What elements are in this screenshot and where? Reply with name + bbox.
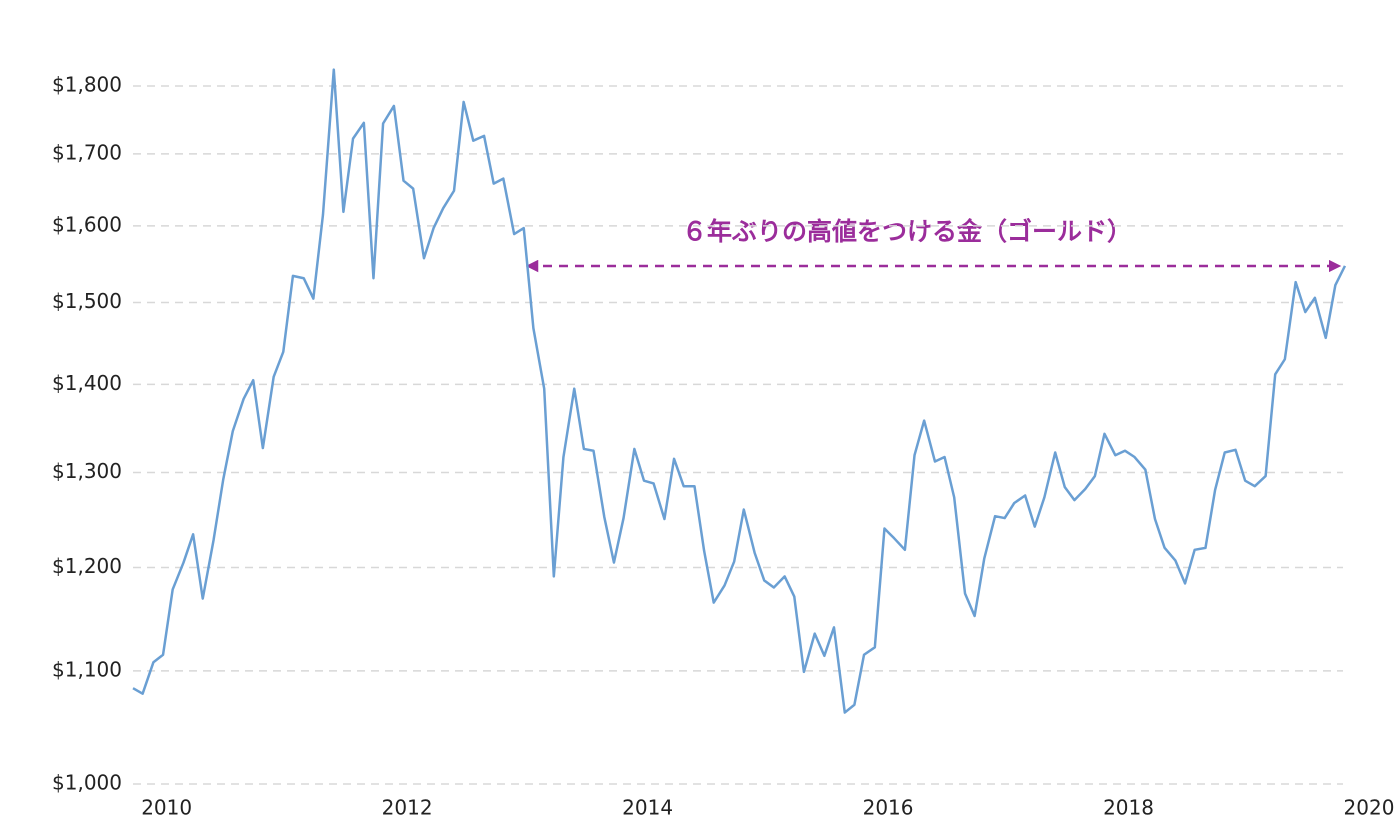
y-tick-label: $1,500	[52, 289, 122, 313]
y-tick-label: $1,700	[52, 140, 122, 164]
x-tick-label: 2010	[141, 796, 192, 820]
x-tick-label: 2012	[382, 796, 433, 820]
y-tick-label: $1,300	[52, 459, 122, 483]
x-tick-label: 2014	[622, 796, 673, 820]
y-tick-label: $1,800	[52, 73, 122, 97]
y-tick-label: $1,600	[52, 212, 122, 236]
annotation: ６年ぶりの高値をつける金（ゴールド）	[682, 217, 1132, 246]
x-tick-label: 2018	[1103, 796, 1154, 820]
y-tick-label: $1,100	[52, 657, 122, 681]
y-tick-label: $1,000	[52, 771, 122, 795]
y-tick-label: $1,200	[52, 554, 122, 578]
x-tick-label: 2020	[1344, 796, 1394, 820]
price-line	[132, 68, 1347, 714]
y-tick-label: $1,400	[52, 371, 122, 395]
x-tick-label: 2016	[863, 796, 914, 820]
